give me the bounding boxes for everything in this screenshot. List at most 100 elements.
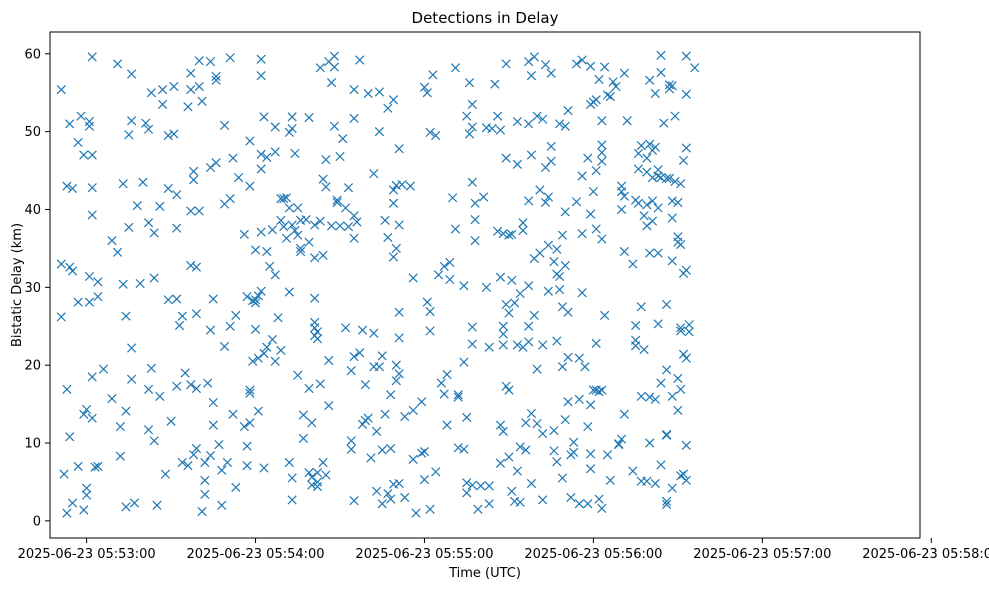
data-point — [543, 286, 553, 296]
data-point — [200, 457, 210, 468]
data-point — [526, 478, 537, 489]
data-point — [422, 297, 432, 307]
data-point — [312, 334, 323, 344]
data-point — [177, 457, 187, 468]
data-point — [408, 454, 418, 464]
data-point — [400, 411, 410, 422]
data-point — [87, 413, 97, 423]
x-axis-label: Time (UTC) — [448, 566, 521, 581]
data-point — [62, 181, 72, 191]
data-point — [346, 444, 356, 454]
data-point — [76, 111, 86, 121]
data-point — [481, 282, 492, 292]
data-point — [318, 457, 328, 468]
data-point — [417, 397, 427, 407]
data-point — [467, 339, 477, 349]
data-point — [56, 312, 66, 322]
data-point — [341, 323, 351, 333]
data-point — [186, 260, 196, 271]
data-point — [554, 285, 565, 295]
data-point — [256, 286, 266, 296]
data-point — [529, 310, 539, 320]
data-point — [546, 68, 556, 78]
data-point — [569, 437, 579, 447]
data-point — [639, 344, 649, 355]
data-point — [259, 112, 269, 122]
data-point — [124, 130, 134, 140]
data-point — [205, 450, 216, 461]
data-point — [583, 499, 593, 509]
data-point — [583, 422, 593, 432]
data-point — [597, 140, 607, 150]
data-point — [512, 340, 523, 350]
data-point — [433, 270, 444, 280]
data-point — [112, 247, 123, 257]
data-point — [631, 320, 641, 331]
data-point — [59, 469, 69, 479]
data-point — [597, 148, 607, 158]
data-point — [681, 89, 691, 99]
data-point — [633, 164, 644, 174]
data-point — [383, 489, 393, 499]
data-point — [298, 433, 309, 443]
data-point — [667, 391, 677, 401]
data-point — [619, 409, 629, 419]
data-point — [352, 217, 362, 227]
data-point — [267, 225, 278, 235]
data-point — [239, 422, 249, 432]
data-point — [661, 173, 672, 183]
x-tick-label: 2025-06-23 05:55:00 — [355, 547, 493, 562]
data-point — [532, 418, 542, 429]
data-point — [329, 121, 339, 131]
data-point — [408, 273, 418, 283]
data-point — [557, 473, 568, 483]
data-point — [591, 95, 601, 105]
data-point — [439, 389, 449, 399]
data-point — [287, 473, 297, 483]
data-point — [647, 216, 658, 226]
data-point — [90, 462, 100, 472]
data-point — [431, 130, 441, 141]
data-point — [259, 348, 269, 359]
data-point — [208, 420, 218, 430]
data-point — [459, 444, 469, 454]
data-point — [163, 183, 173, 194]
data-point — [642, 221, 652, 231]
data-point — [143, 218, 154, 228]
data-point — [73, 137, 83, 148]
data-point — [132, 200, 142, 211]
data-point — [498, 340, 508, 350]
data-point — [394, 369, 404, 379]
data-point — [650, 88, 660, 99]
data-point — [653, 171, 663, 181]
data-point — [636, 302, 646, 312]
data-point — [501, 153, 511, 163]
data-point — [670, 176, 680, 187]
data-point — [515, 497, 525, 507]
data-point — [678, 349, 689, 359]
data-point — [628, 259, 638, 269]
data-point — [524, 321, 534, 331]
data-point — [287, 112, 297, 122]
data-point — [442, 420, 452, 430]
data-point — [504, 385, 514, 395]
data-point — [453, 392, 463, 402]
data-point — [177, 311, 187, 321]
data-point — [205, 162, 216, 173]
data-point — [661, 429, 672, 440]
data-point — [293, 203, 303, 213]
data-point — [284, 203, 294, 213]
data-point — [332, 197, 342, 208]
data-point — [321, 155, 331, 165]
data-point — [676, 323, 686, 333]
data-point — [526, 70, 537, 81]
data-point — [467, 480, 477, 490]
data-point — [560, 207, 570, 217]
data-point — [262, 246, 272, 257]
data-point — [262, 342, 272, 352]
y-tick-label: 10 — [24, 437, 41, 452]
data-point — [636, 141, 646, 151]
data-point — [411, 508, 421, 518]
data-point — [349, 351, 359, 362]
